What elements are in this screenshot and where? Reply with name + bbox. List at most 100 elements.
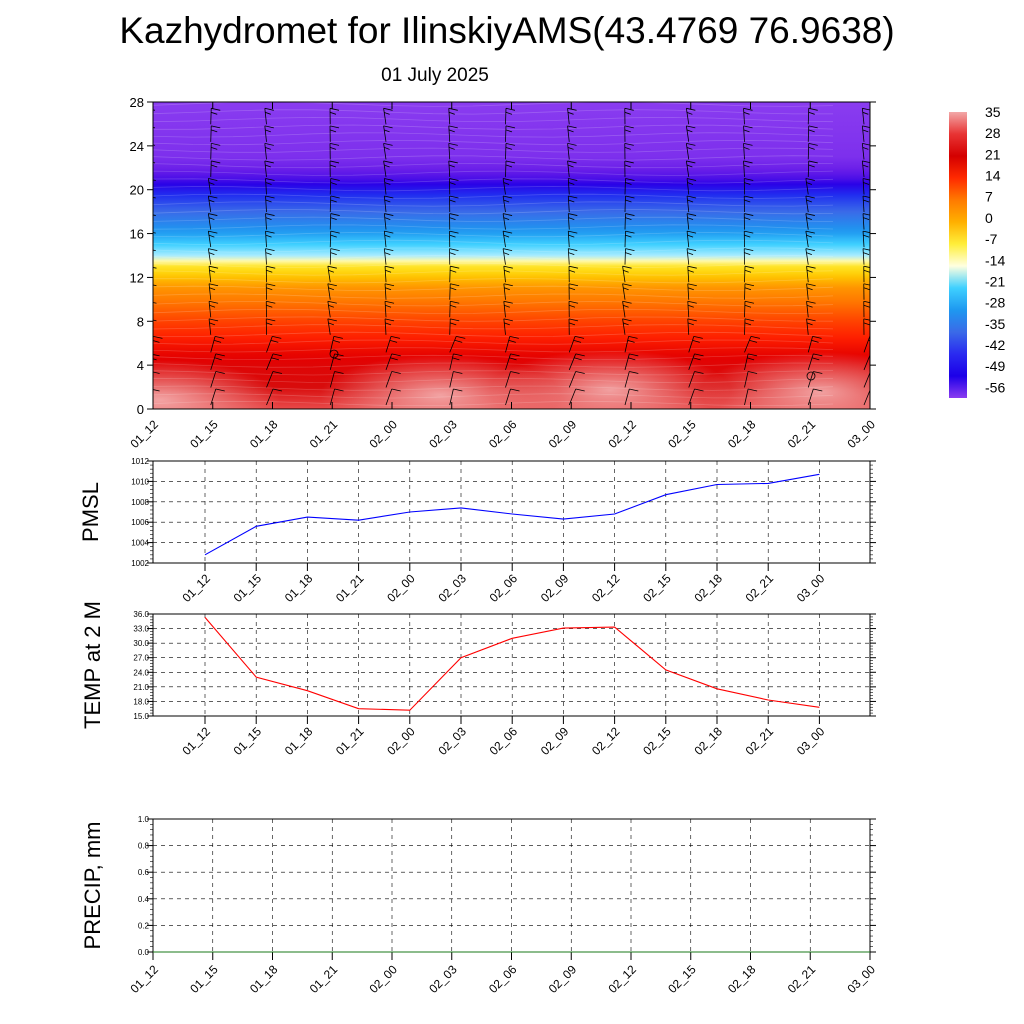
wind-barb bbox=[153, 232, 156, 234]
wind-barb bbox=[327, 300, 337, 318]
wind-barb bbox=[744, 265, 755, 283]
plot-frame bbox=[152, 613, 871, 717]
wind-barb bbox=[567, 230, 578, 248]
contour-line bbox=[153, 224, 834, 230]
wind-barb bbox=[153, 126, 156, 129]
wind-barb bbox=[687, 318, 697, 335]
contour-line bbox=[153, 170, 834, 176]
x-tick-label: 01_12 bbox=[127, 962, 161, 996]
x-tick-label: 02_06 bbox=[486, 417, 520, 451]
wind-barb bbox=[153, 144, 156, 146]
contour-line bbox=[153, 331, 834, 338]
x-tick-label: 02_06 bbox=[486, 962, 520, 996]
wind-barb bbox=[685, 160, 696, 178]
wind-barb bbox=[265, 178, 275, 195]
wind-barb bbox=[624, 371, 639, 388]
wind-barb bbox=[807, 125, 818, 142]
wind-barb bbox=[505, 371, 520, 388]
wind-barb bbox=[687, 300, 697, 318]
wind-barb bbox=[505, 143, 516, 160]
x-tick-label: 02_15 bbox=[640, 724, 674, 758]
contour-line bbox=[153, 162, 834, 169]
contour-line bbox=[153, 216, 834, 222]
wind-barb bbox=[863, 389, 870, 406]
wind-barb bbox=[503, 318, 513, 335]
profile-panel: 0 4 8 12 16 20 24 28 01_12 01_15 01_18 01_21 02_00 02… bbox=[127, 95, 878, 451]
wind-barb bbox=[622, 265, 632, 283]
contour-line bbox=[153, 354, 834, 361]
wind-barb bbox=[807, 143, 818, 160]
contour-line bbox=[153, 193, 834, 199]
wind-barb bbox=[266, 371, 283, 388]
wind-barb bbox=[384, 300, 395, 318]
colorbar-label: 28 bbox=[985, 125, 1001, 141]
chart-title: Kazhydromet for IlinskiyAMS(43.4769 76.9… bbox=[119, 10, 895, 51]
wind-barb bbox=[567, 248, 578, 265]
wind-barb bbox=[385, 335, 401, 353]
y-tick-label: 12 bbox=[130, 270, 144, 285]
wind-barb bbox=[503, 283, 513, 300]
wind-barb bbox=[687, 265, 697, 283]
wind-barb bbox=[502, 248, 513, 265]
wind-barb bbox=[153, 162, 156, 164]
wind-barb bbox=[624, 213, 635, 230]
x-tick-label: 02_12 bbox=[589, 571, 623, 605]
contour-line bbox=[153, 147, 834, 153]
wind-barb bbox=[505, 125, 516, 142]
wind-barb bbox=[622, 300, 632, 318]
wind-barb bbox=[265, 213, 275, 230]
x-tick-label: 02_15 bbox=[665, 417, 699, 451]
x-tick-label: 01_18 bbox=[247, 962, 281, 996]
wind-barb bbox=[383, 178, 394, 195]
wind-barb bbox=[862, 178, 870, 195]
wind-barb bbox=[207, 248, 218, 265]
wind-barb bbox=[207, 213, 218, 230]
wind-barb bbox=[448, 125, 458, 142]
wind-barb bbox=[449, 265, 460, 283]
wind-barb bbox=[686, 195, 697, 213]
wind-barb bbox=[568, 371, 585, 388]
y-tick-label: 1002 bbox=[131, 559, 149, 568]
wind-barb bbox=[153, 214, 156, 216]
wind-barb bbox=[805, 230, 815, 248]
wind-barb bbox=[863, 371, 870, 388]
wind-barb bbox=[327, 318, 337, 335]
contour-line bbox=[153, 201, 834, 207]
x-tick-label: 01_12 bbox=[179, 724, 213, 758]
wind-barb bbox=[505, 353, 520, 371]
y-tick-label: 16 bbox=[130, 227, 144, 242]
wind-barb bbox=[567, 143, 577, 160]
wind-barb bbox=[567, 107, 577, 125]
wind-barb bbox=[449, 353, 463, 371]
x-tick-label: 02_06 bbox=[487, 724, 521, 758]
wind-barb bbox=[448, 107, 458, 125]
colorbar-label: 7 bbox=[985, 189, 993, 205]
wind-barb bbox=[153, 267, 157, 273]
x-tick-label: 02_12 bbox=[605, 417, 639, 451]
y-tick-label: 36.0 bbox=[133, 610, 149, 619]
wind-barb bbox=[329, 160, 340, 177]
x-tick-label: 01_18 bbox=[247, 417, 281, 451]
x-tick-label: 01_15 bbox=[187, 417, 221, 451]
contour-line bbox=[153, 262, 833, 269]
y-tick-label: 0.6 bbox=[138, 868, 150, 877]
wind-barb bbox=[210, 335, 225, 353]
wind-barb bbox=[744, 371, 758, 388]
wind-barb bbox=[383, 230, 394, 248]
wind-barb bbox=[210, 125, 221, 142]
x-tick-label: 02_00 bbox=[384, 571, 418, 605]
surface-warm-spot bbox=[700, 352, 870, 409]
wind-barb bbox=[327, 265, 337, 283]
plot-frame bbox=[152, 460, 871, 564]
wind-barb bbox=[622, 318, 632, 335]
wind-barb bbox=[329, 335, 343, 353]
contour-line bbox=[153, 370, 834, 376]
wind-barb bbox=[207, 178, 218, 195]
colorbar-label: 14 bbox=[985, 168, 1001, 184]
wind-barb bbox=[624, 107, 634, 125]
x-tick-label: 01_18 bbox=[282, 571, 316, 605]
contour-line bbox=[153, 247, 834, 253]
y-tick-label: 0.8 bbox=[138, 842, 150, 851]
